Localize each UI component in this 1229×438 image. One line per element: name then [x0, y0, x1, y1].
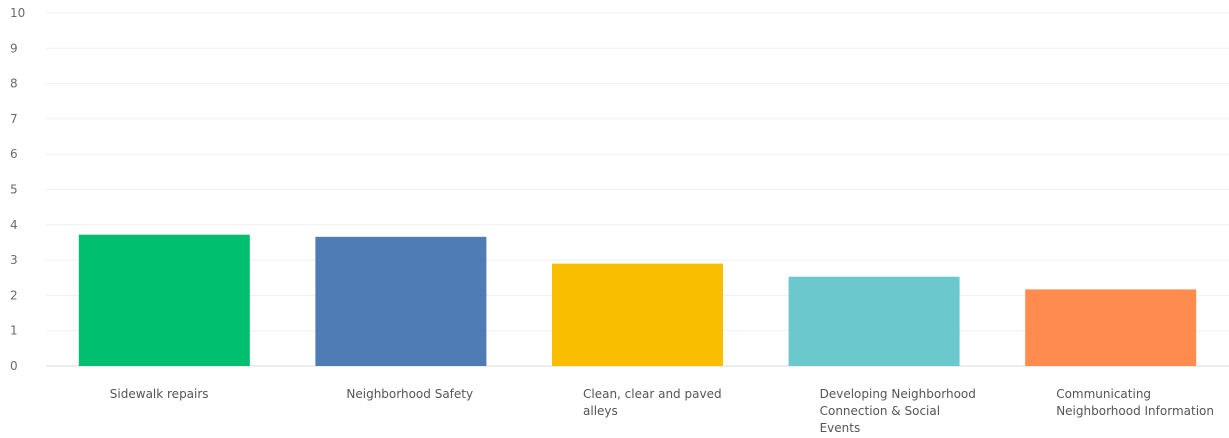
- x-category-label-line: Events: [820, 421, 861, 435]
- bars: [78, 234, 1197, 366]
- x-category-label-line: Developing Neighborhood: [820, 387, 976, 401]
- x-category-label-line: Connection & Social: [820, 404, 940, 418]
- y-tick-label: 5: [10, 183, 18, 197]
- y-tick-label: 1: [10, 324, 18, 338]
- x-category-label: Neighborhood Safety: [346, 387, 473, 401]
- y-axis-ticks: 0 1 2 3 4 5 6 7 8 9 10: [10, 6, 25, 373]
- y-tick-label: 8: [10, 77, 18, 91]
- y-tick-label: 3: [10, 253, 18, 267]
- x-category-label-line: Communicating: [1056, 387, 1151, 401]
- bar[interactable]: [315, 236, 487, 366]
- x-category-label-line: Neighborhood Safety: [346, 387, 473, 401]
- y-tick-label: 9: [10, 41, 18, 55]
- x-category-label: Communicating Neighborhood Information: [1056, 387, 1214, 418]
- y-tick-label: 10: [10, 6, 25, 20]
- y-tick-label: 7: [10, 112, 18, 126]
- x-category-label-line: Neighborhood Information: [1056, 404, 1214, 418]
- y-tick-label: 6: [10, 147, 18, 161]
- bar[interactable]: [552, 263, 723, 366]
- bar[interactable]: [1025, 289, 1197, 366]
- bar[interactable]: [78, 234, 250, 366]
- y-tick-label: 4: [10, 218, 18, 232]
- x-category-label: Sidewalk repairs: [110, 387, 209, 401]
- y-tick-label: 0: [10, 359, 18, 373]
- y-tick-label: 2: [10, 288, 18, 302]
- x-axis-labels: Sidewalk repairs Neighborhood Safety Clean…: [110, 387, 1214, 435]
- x-category-label: Developing Neighborhood Connection & Soci…: [820, 387, 976, 435]
- x-category-label-line: alleys: [583, 404, 618, 418]
- bar[interactable]: [788, 276, 960, 366]
- x-category-label: Clean, clear and paved alleys: [583, 387, 722, 418]
- x-category-label-line: Clean, clear and paved: [583, 387, 722, 401]
- x-category-label-line: Sidewalk repairs: [110, 387, 209, 401]
